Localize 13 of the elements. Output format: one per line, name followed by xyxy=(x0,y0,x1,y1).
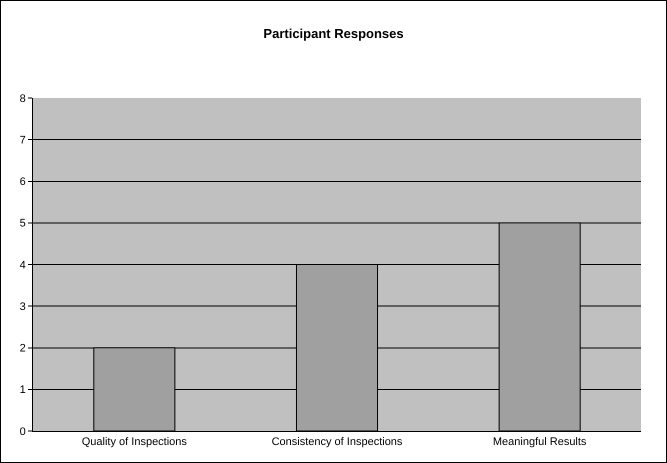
chart-title: Participant Responses xyxy=(263,26,404,41)
y-tick-label: 7 xyxy=(20,134,26,146)
y-tick-label: 4 xyxy=(20,259,26,272)
y-tick-label: 8 xyxy=(20,92,26,105)
y-tick-label: 0 xyxy=(20,426,26,438)
x-tick-label: Meaningful Results xyxy=(492,436,587,448)
x-tick-label: Quality of Inspections xyxy=(82,436,188,448)
y-tick-label: 1 xyxy=(20,384,26,396)
y-tick-label: 5 xyxy=(20,218,26,230)
y-tick-label: 3 xyxy=(20,300,26,313)
y-tick-label: 6 xyxy=(20,176,26,188)
x-tick-label: Consistency of Inspections xyxy=(272,436,403,448)
y-tick-label: 2 xyxy=(20,342,26,355)
